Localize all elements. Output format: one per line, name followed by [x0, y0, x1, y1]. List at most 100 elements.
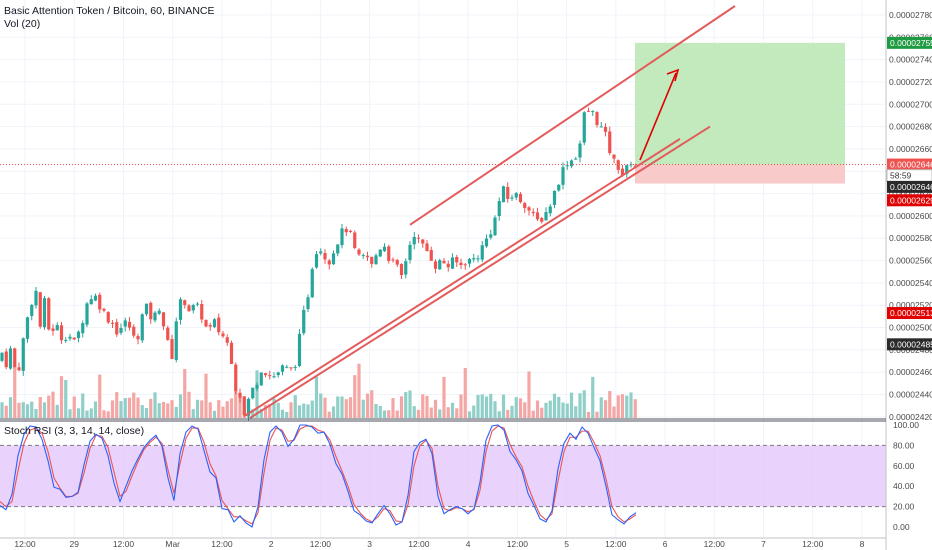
volume-bar	[561, 402, 565, 418]
candle-body	[21, 338, 25, 371]
volume-bar	[459, 394, 463, 418]
volume-bar	[387, 410, 391, 418]
candle-body	[204, 319, 208, 327]
position-zones[interactable]	[635, 42, 845, 184]
volume-bar	[110, 400, 115, 418]
price-tick-label: 0.00002780	[889, 10, 932, 20]
volume-bar	[183, 369, 187, 418]
candle-body	[480, 245, 484, 260]
volume-bar	[293, 395, 297, 418]
volume-bar	[280, 409, 285, 418]
candle-body	[625, 165, 629, 174]
volume-bar	[608, 391, 612, 418]
candle-body	[595, 112, 599, 126]
volume-bar	[365, 393, 370, 418]
candle-body	[591, 111, 595, 113]
volume-bar	[72, 396, 76, 418]
time-tick-label: 3	[367, 539, 372, 549]
volume-bar	[595, 411, 599, 418]
candle-body	[293, 367, 297, 369]
channel-line-lower	[249, 125, 711, 419]
volume-bar	[310, 400, 314, 418]
volume-bar	[523, 402, 527, 418]
candle-body	[378, 249, 382, 257]
volume-bar	[140, 405, 144, 418]
volume-bar	[34, 409, 38, 418]
candle-body	[59, 325, 64, 341]
candle-body	[459, 262, 463, 266]
candle-body	[81, 323, 85, 334]
volume-bar	[472, 405, 476, 418]
candle-body	[429, 250, 433, 261]
volume-bar	[217, 400, 221, 418]
price-badge-text: 0.00002646	[890, 160, 932, 170]
volume-bar	[153, 392, 157, 418]
volume-bar	[51, 391, 55, 418]
volume-bar	[591, 376, 595, 418]
candle-body	[242, 396, 246, 416]
candle-body	[8, 348, 13, 369]
trend-drawings[interactable]	[0, 5, 886, 419]
price-badge	[887, 36, 932, 49]
candle-body	[357, 249, 361, 255]
candle-body	[574, 158, 578, 160]
candle-body	[412, 236, 416, 245]
candle-body	[106, 312, 110, 323]
volume-bar	[633, 399, 637, 418]
price-badge-text: 0.00002646	[890, 182, 932, 192]
volume-bar	[540, 407, 544, 418]
candle-body	[38, 292, 42, 327]
volume-bar	[535, 400, 540, 418]
candle-body	[331, 253, 336, 265]
volume-bar	[425, 395, 429, 418]
time-tick-label: 12:00	[704, 539, 726, 549]
candle-body	[608, 131, 612, 154]
price-tick-label: 0.00002460	[889, 367, 932, 377]
time-tick-label: 4	[466, 539, 471, 549]
candle-body	[98, 294, 102, 310]
volume-bar	[433, 399, 438, 418]
time-tick-label: Mar	[165, 539, 180, 549]
rsi-tick-label: 40.00	[893, 481, 915, 491]
volume-bar	[98, 374, 102, 418]
time-tick-label: 5	[564, 539, 569, 549]
candle-body	[497, 201, 501, 217]
candle-body	[361, 255, 365, 257]
stoch-rsi-panel	[0, 424, 886, 528]
volume-bar	[327, 411, 331, 418]
candle-body	[540, 218, 544, 222]
candle-body	[616, 160, 620, 170]
candle-body	[285, 366, 289, 368]
price-tick-label: 0.00002560	[889, 256, 932, 266]
volume-bar	[144, 407, 149, 418]
price-badge	[887, 158, 932, 171]
candle-body	[493, 217, 497, 236]
stop-zone	[635, 164, 845, 184]
stoch-rsi-d-line	[0, 425, 637, 525]
candle-body	[557, 184, 561, 191]
volume-bar	[204, 373, 208, 418]
time-tick-label: 29	[70, 539, 80, 549]
candle-body	[327, 260, 331, 265]
rsi-tick-label: 0.00	[893, 522, 910, 532]
candle-body	[42, 298, 47, 328]
volume-bar	[501, 394, 506, 418]
candle-body	[276, 372, 280, 376]
volume-bar	[544, 402, 548, 418]
price-badge	[887, 180, 932, 193]
volume-bar	[106, 411, 110, 418]
volume-bar	[89, 408, 93, 418]
candle-body	[438, 260, 442, 270]
price-tick-label: 0.00002700	[889, 99, 932, 109]
candle-body	[523, 203, 527, 209]
volume-bar	[17, 402, 21, 418]
volume-bar	[68, 409, 72, 418]
rsi-band	[0, 445, 886, 507]
volume-bar	[438, 409, 442, 418]
candle-body	[472, 258, 476, 260]
volume-bar	[38, 397, 42, 418]
candle-body	[238, 392, 242, 398]
candle-body	[4, 351, 8, 368]
candle-body	[514, 193, 518, 198]
